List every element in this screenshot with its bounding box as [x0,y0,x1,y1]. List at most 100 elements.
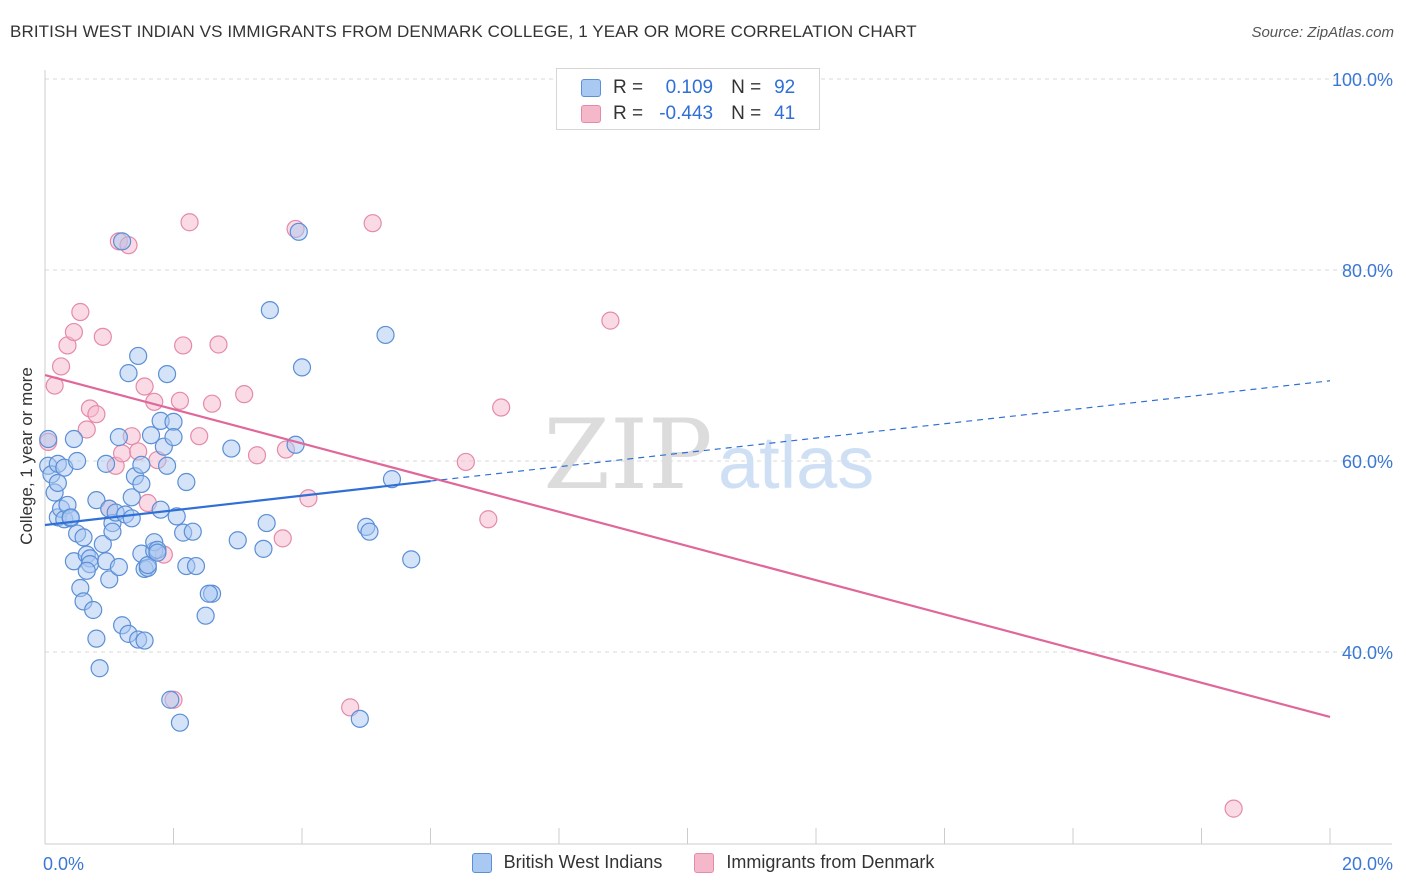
data-point-british-west-indians [254,539,273,558]
data-point-immigrants-from-denmark [479,510,498,529]
stats-n-value: 41 [774,103,796,124]
data-point-immigrants-from-denmark [51,357,71,376]
stats-row-pink: R = -0.443 N = 41 [581,102,795,126]
data-point-british-west-indians [177,472,196,492]
legend-swatch-blue [471,852,492,873]
stats-r-value: 0.109 [665,77,714,98]
data-point-british-west-indians [186,556,206,576]
data-point-british-west-indians [100,570,119,589]
data-point-british-west-indians [228,531,247,550]
stats-row-blue: R = 0.109 N = 92 [581,76,795,100]
stats-n-label: N = [731,103,762,124]
stats-n-value: 92 [774,77,796,98]
data-point-british-west-indians [87,629,106,648]
watermark-atlas: atlas [718,421,874,504]
data-point-british-west-indians [289,222,308,241]
trend-line-immigrants-from-denmark [44,373,1331,719]
data-point-british-west-indians [64,429,84,449]
data-point-british-west-indians [360,522,379,541]
y-tick-label: 40.0% [1342,643,1393,663]
data-point-immigrants-from-denmark [1224,799,1243,818]
data-point-immigrants-from-denmark [273,529,292,548]
data-point-british-west-indians [157,456,177,475]
data-point-british-west-indians [119,364,138,383]
data-point-british-west-indians [157,364,177,384]
data-point-british-west-indians [122,509,141,528]
y-tick-label: 80.0% [1342,261,1393,281]
data-point-british-west-indians [141,426,161,445]
data-point-immigrants-from-denmark [135,377,154,396]
data-point-immigrants-from-denmark [299,489,318,508]
data-point-british-west-indians [199,584,218,603]
data-point-british-west-indians [376,325,395,345]
data-point-immigrants-from-denmark [71,302,90,322]
data-point-british-west-indians [68,451,87,471]
data-point-british-west-indians [170,713,190,732]
data-point-british-west-indians [286,435,305,454]
data-point-immigrants-from-denmark [77,420,96,439]
data-point-british-west-indians [164,428,183,447]
data-point-british-west-indians [103,522,122,541]
data-point-immigrants-from-denmark [247,446,267,465]
data-point-british-west-indians [257,513,276,533]
data-point-british-west-indians [260,301,279,320]
data-point-immigrants-from-denmark [93,327,112,346]
watermark-zip: ZIP [543,399,712,511]
data-point-immigrants-from-denmark [180,213,199,232]
data-point-british-west-indians [109,428,128,447]
legend-item-british-west-indians[interactable]: British West Indians [471,852,663,873]
data-point-immigrants-from-denmark [87,405,106,424]
stats-box: R = 0.109 N = 92 R = -0.443 N = 41 [556,68,820,130]
trend-line-british-west-indians [44,479,431,527]
data-point-british-west-indians [135,631,154,650]
data-point-british-west-indians [112,232,132,251]
legend-label: British West Indians [503,852,663,872]
stats-r-value: -0.443 [659,103,714,124]
legend-swatch-pink [694,852,715,873]
tick-label-layer: 40.0% 60.0% 80.0% 100.0% 0.0% 20.0% [43,70,1393,874]
chart-title: BRITISH WEST INDIAN VS IMMIGRANTS FROM D… [10,22,917,41]
data-point-british-west-indians [151,500,170,519]
data-point-immigrants-from-denmark [492,398,511,417]
stats-r-label: R = [613,103,644,124]
y-axis-label: College, 1 year or more [17,367,36,545]
data-point-british-west-indians [84,600,103,620]
data-point-immigrants-from-denmark [170,391,190,410]
data-point-immigrants-from-denmark [202,394,222,413]
stats-swatch-blue [581,79,601,97]
watermark: ZIP atlas [543,399,874,511]
y-tick-label: 100.0% [1332,70,1393,90]
data-point-immigrants-from-denmark [112,444,132,463]
data-point-british-west-indians [132,455,151,474]
data-point-british-west-indians [164,412,183,431]
data-point-british-west-indians [96,454,116,473]
data-point-british-west-indians [93,534,112,554]
data-point-immigrants-from-denmark [235,385,254,404]
data-point-british-west-indians [87,491,106,510]
data-point-british-west-indians [48,473,67,493]
data-point-british-west-indians [402,550,421,569]
data-point-british-west-indians [132,474,151,494]
data-point-british-west-indians [196,606,215,625]
y-tick-label: 60.0% [1342,452,1393,472]
data-point-british-west-indians [129,346,148,366]
data-point-british-west-indians [350,709,369,728]
data-point-british-west-indians [148,543,167,562]
legend-label: Immigrants from Denmark [726,852,935,872]
data-point-british-west-indians [167,507,186,526]
series-british-west-indians [39,222,421,732]
legend-item-immigrants-from-denmark[interactable]: Immigrants from Denmark [694,852,934,873]
x-tick-label: 20.0% [1342,854,1393,874]
trend-line-extension-british-west-indians [430,380,1331,482]
chart-legend: British West Indians Immigrants from Den… [0,852,1406,873]
data-point-immigrants-from-denmark [601,311,620,330]
data-point-british-west-indians [109,557,128,577]
data-point-british-west-indians [222,439,241,458]
data-point-british-west-indians [122,488,141,507]
stats-r-label: R = [613,77,644,98]
stats-n-label: N = [731,77,762,98]
data-point-immigrants-from-denmark [456,452,475,472]
series-immigrants-from-denmark [39,213,1243,818]
data-point-british-west-indians [382,470,402,489]
